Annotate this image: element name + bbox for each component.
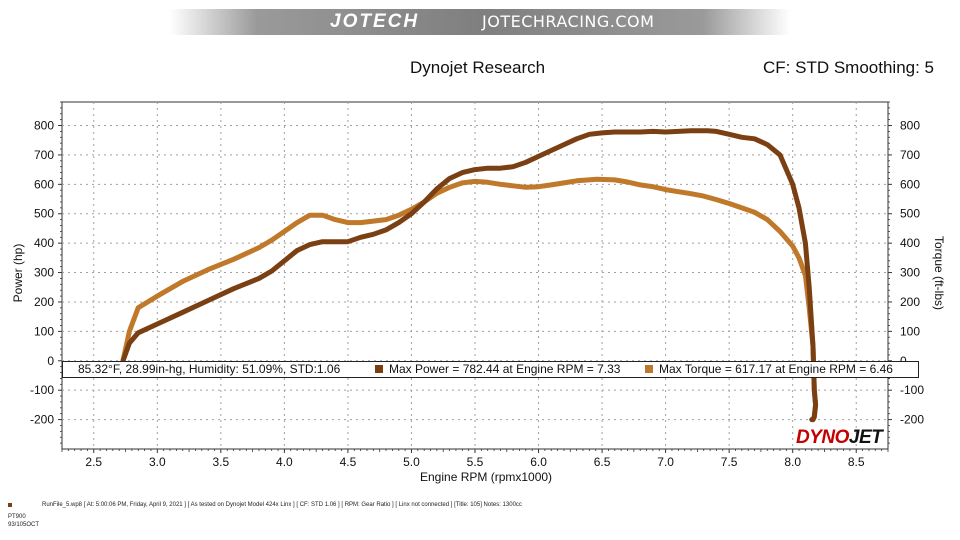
y-tick-label-left: 200 bbox=[34, 295, 54, 309]
x-tick-label: 3.0 bbox=[149, 455, 166, 469]
y-tick-label-left: 500 bbox=[34, 207, 54, 221]
y-tick-label-right: 800 bbox=[900, 119, 920, 133]
x-axis-label: Engine RPM (rpmx1000) bbox=[420, 470, 553, 484]
legend: 85.32°F, 28.99in-hg, Humidity: 51.09%, S… bbox=[62, 361, 919, 378]
dynojet-logo: DYNOJET bbox=[796, 427, 883, 449]
y-tick-label-right: 500 bbox=[900, 207, 920, 221]
chart-settings-title: CF: STD Smoothing: 5 bbox=[763, 58, 935, 77]
x-tick-label: 6.0 bbox=[530, 455, 547, 469]
x-tick-label: 5.5 bbox=[467, 455, 484, 469]
y-tick-label-left: -200 bbox=[30, 413, 54, 427]
dynojet-logo-part1: DYNO bbox=[796, 427, 849, 448]
y-tick-label-right: 400 bbox=[900, 236, 920, 250]
y-tick-label-right: 100 bbox=[900, 324, 920, 338]
max-torque-text: Max Torque = 617.17 at Engine RPM = 6.46 bbox=[659, 362, 893, 376]
y-tick-label-right: 0 bbox=[900, 354, 907, 368]
header-banner bbox=[170, 9, 790, 35]
x-tick-label: 5.0 bbox=[403, 455, 420, 469]
y-axis-right: 800 700 600 500 400 300 200 100 0 -100 -200 bbox=[888, 101, 924, 444]
grid-lines bbox=[62, 102, 888, 449]
y-tick-label-left: -100 bbox=[30, 383, 54, 397]
x-tick-label: 4.0 bbox=[276, 455, 293, 469]
legend-swatch-torque bbox=[645, 365, 653, 373]
y-tick-label-right: -200 bbox=[900, 413, 924, 427]
x-tick-label: 4.5 bbox=[340, 455, 357, 469]
y-tick-label-right: 300 bbox=[900, 266, 920, 280]
series-line-power bbox=[120, 128, 819, 423]
x-tick-label: 6.5 bbox=[594, 455, 611, 469]
x-tick-label: 7.5 bbox=[721, 455, 738, 469]
jotech-logo: JOTECH bbox=[330, 11, 420, 32]
x-tick-label: 8.0 bbox=[784, 455, 801, 469]
y-axis-label-left: Power (hp) bbox=[11, 243, 25, 303]
y-tick-label-left: 700 bbox=[34, 148, 54, 162]
y-tick-label-left: 300 bbox=[34, 266, 54, 280]
legend-item-torque: Max Torque = 617.17 at Engine RPM = 6.46 bbox=[645, 362, 893, 377]
legend-swatch-power bbox=[375, 365, 383, 373]
y-tick-label-left: 400 bbox=[34, 236, 54, 250]
x-tick-label: 2.5 bbox=[85, 455, 102, 469]
x-tick-label: 8.5 bbox=[848, 455, 865, 469]
footer-marker bbox=[8, 503, 12, 507]
y-tick-label-left: 0 bbox=[47, 354, 54, 368]
y-tick-label-right: 200 bbox=[900, 295, 920, 309]
y-tick-label-right: -100 bbox=[900, 383, 924, 397]
series-layer bbox=[120, 128, 819, 423]
y-tick-label-right: 600 bbox=[900, 177, 920, 191]
chart-title: Dynojet Research bbox=[410, 58, 546, 77]
footer-note-2: 93/105OCT bbox=[8, 522, 40, 528]
y-tick-label-left: 800 bbox=[34, 119, 54, 133]
footer-note-1: PT900 bbox=[8, 514, 26, 520]
y-axis-label-right: Torque (ft-lbs) bbox=[932, 235, 946, 311]
dynojet-logo-part2: JET bbox=[848, 427, 883, 448]
y-tick-label-left: 100 bbox=[34, 324, 54, 338]
footer-notes: PT900 93/105OCT bbox=[8, 513, 39, 529]
x-tick-label: 3.5 bbox=[213, 455, 230, 469]
y-tick-label-left: 600 bbox=[34, 177, 54, 191]
x-tick-label: 7.0 bbox=[657, 455, 674, 469]
legend-item-power: Max Power = 782.44 at Engine RPM = 7.33 bbox=[375, 362, 620, 377]
x-axis: 2.5 3.0 3.5 4.0 4.5 5.0 5.5 6.0 6.5 7.0 7.5 8.0 8.5 bbox=[61, 449, 889, 469]
y-axis-left: 800 700 600 500 400 300 200 100 0 -100 -200 bbox=[30, 101, 62, 444]
run-file-info: RunFile_5.wp8 [ At: 5:00:06 PM, Friday, … bbox=[42, 502, 522, 508]
site-url: JOTECHRACING.COM bbox=[482, 12, 655, 31]
y-tick-label-right: 700 bbox=[900, 148, 920, 162]
run-conditions: 85.32°F, 28.99in-hg, Humidity: 51.09%, S… bbox=[78, 362, 341, 376]
max-power-text: Max Power = 782.44 at Engine RPM = 7.33 bbox=[389, 362, 621, 376]
series-line-torque bbox=[120, 176, 819, 423]
